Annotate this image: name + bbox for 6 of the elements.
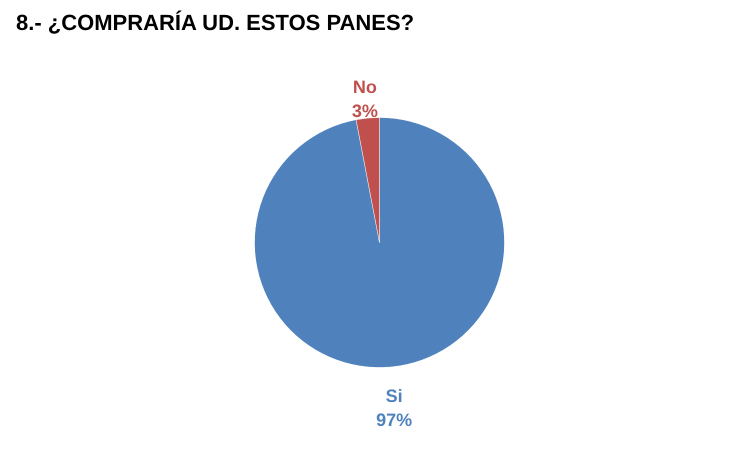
- chart-title: 8.- ¿COMPRARÍA UD. ESTOS PANES?: [16, 10, 414, 35]
- slice-label: No: [352, 77, 377, 98]
- pie-slice: [254, 117, 505, 368]
- slice-label: Si: [386, 386, 403, 406]
- data-label: 97%: [376, 410, 412, 430]
- data-label: 3%: [352, 101, 378, 122]
